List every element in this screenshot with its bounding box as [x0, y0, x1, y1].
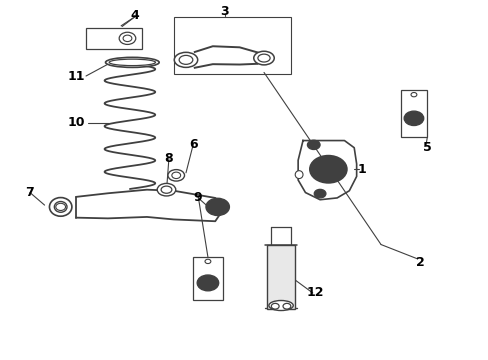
- Ellipse shape: [174, 52, 197, 67]
- Bar: [400, 90, 427, 137]
- Bar: [193, 257, 222, 300]
- Ellipse shape: [49, 198, 72, 216]
- Circle shape: [309, 156, 346, 183]
- Text: 8: 8: [164, 152, 173, 165]
- Circle shape: [205, 198, 229, 216]
- Bar: [86, 28, 142, 49]
- Text: 10: 10: [67, 116, 85, 129]
- Text: 9: 9: [193, 192, 202, 204]
- Text: 6: 6: [188, 138, 197, 150]
- Ellipse shape: [253, 51, 274, 65]
- Ellipse shape: [105, 57, 159, 67]
- Ellipse shape: [157, 183, 175, 196]
- Text: 1: 1: [356, 163, 365, 176]
- Circle shape: [307, 140, 320, 149]
- Text: 3: 3: [220, 5, 229, 18]
- Ellipse shape: [295, 171, 303, 179]
- Text: 5: 5: [422, 141, 431, 154]
- Text: 12: 12: [306, 287, 323, 300]
- Circle shape: [404, 111, 423, 126]
- Bar: [267, 244, 294, 309]
- Ellipse shape: [167, 170, 184, 181]
- Bar: [173, 17, 290, 74]
- Circle shape: [314, 189, 325, 198]
- Circle shape: [197, 275, 218, 291]
- Text: 7: 7: [25, 186, 34, 199]
- Text: 2: 2: [415, 256, 424, 269]
- Text: 11: 11: [67, 69, 85, 82]
- Ellipse shape: [268, 301, 293, 311]
- Text: 4: 4: [130, 9, 139, 22]
